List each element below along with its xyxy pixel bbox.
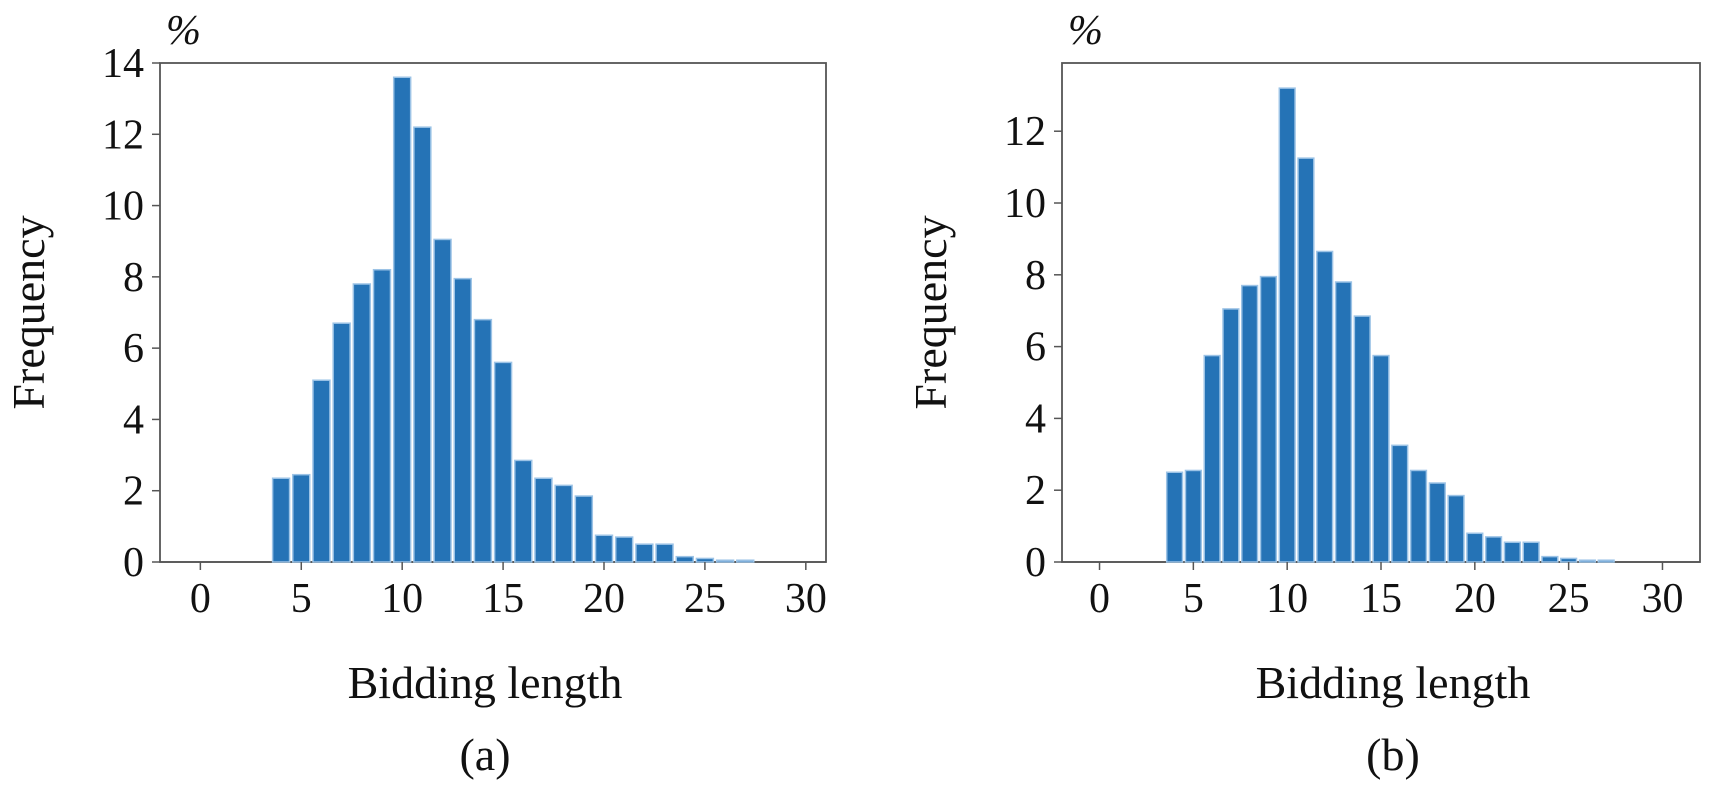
bar	[715, 559, 735, 563]
bar	[271, 477, 291, 563]
y-tick-label: 0	[123, 540, 144, 586]
x-tick-label: 5	[1183, 576, 1204, 622]
bar	[1541, 555, 1559, 563]
x-tick-label: 10	[381, 576, 423, 622]
bar	[736, 559, 755, 563]
subfigure-caption: (a)	[459, 729, 510, 780]
bar	[1372, 354, 1390, 563]
x-tick-label: 25	[684, 576, 726, 622]
bar	[1522, 541, 1540, 563]
x-tick-label: 20	[1454, 576, 1496, 622]
bar	[1297, 157, 1315, 563]
plot-frame	[159, 62, 827, 563]
bar	[392, 76, 412, 563]
bar	[312, 379, 331, 563]
y-axis-label: Frequency	[905, 215, 956, 409]
bar	[1241, 284, 1259, 563]
bar	[1334, 281, 1353, 563]
bar	[1222, 308, 1240, 563]
y-tick-label: 14	[102, 41, 144, 87]
y-tick-label: 8	[123, 255, 144, 301]
y-tick-label: 0	[1025, 540, 1046, 586]
bar	[1560, 557, 1578, 563]
bar	[1466, 532, 1484, 563]
bar	[1428, 482, 1446, 563]
bar	[433, 238, 452, 563]
chart-b: 0 2 4 6 8 10 12 0 5 10 15 20 25 30% Frequency Bidding l…	[905, 8, 1701, 780]
bar	[1447, 494, 1465, 563]
bar	[614, 536, 634, 563]
bar	[655, 543, 674, 563]
x-tick-label: 0	[190, 576, 211, 622]
bar	[675, 555, 694, 563]
bar	[292, 473, 311, 563]
bar	[1165, 471, 1184, 563]
bar	[352, 283, 372, 563]
x-tick-label: 0	[1089, 576, 1110, 622]
x-tick-label: 10	[1266, 576, 1308, 622]
bar	[635, 543, 654, 563]
bar	[473, 318, 493, 563]
y-tick-label: 4	[123, 397, 144, 443]
bar	[1391, 444, 1409, 563]
x-tick-label: 30	[1641, 576, 1683, 622]
x-tick-label: 25	[1548, 576, 1590, 622]
bar	[695, 557, 715, 563]
bar	[554, 484, 573, 563]
bar	[332, 322, 351, 563]
bar	[1184, 469, 1202, 563]
bar	[372, 268, 392, 563]
bar	[1259, 275, 1278, 563]
bar	[1278, 87, 1296, 563]
chart-a: 0 2 4 6 8 10 12 14 0 5 10 15 20 25 30% Frequency Bidding…	[3, 8, 827, 780]
x-tick-label: 15	[1360, 576, 1402, 622]
y-tick-label: 2	[1025, 468, 1046, 514]
bar	[594, 534, 614, 563]
x-axis-label: Bidding length	[1256, 657, 1531, 708]
bar	[1409, 469, 1428, 563]
x-tick-label: 20	[583, 576, 625, 622]
bar	[1203, 354, 1221, 563]
x-tick-label: 5	[291, 576, 312, 622]
x-tick-label: 15	[482, 576, 524, 622]
bar	[1353, 315, 1371, 563]
bar	[453, 277, 472, 563]
x-tick-label: 30	[785, 576, 827, 622]
bar	[1503, 541, 1521, 563]
bar	[574, 495, 594, 563]
bar	[514, 459, 533, 563]
y-tick-label: 6	[1025, 325, 1046, 371]
subfigure-caption: (b)	[1366, 729, 1420, 780]
bar	[1484, 536, 1503, 563]
bar	[1316, 250, 1334, 563]
x-axis-label: Bidding length	[348, 657, 623, 708]
unit-label: %	[166, 8, 201, 54]
y-tick-label: 12	[102, 112, 144, 158]
bar	[1597, 559, 1615, 563]
y-tick-label: 8	[1025, 253, 1046, 299]
y-tick-label: 10	[102, 184, 144, 230]
y-tick-label: 10	[1004, 181, 1046, 227]
y-tick-label: 6	[123, 326, 144, 372]
bar	[534, 477, 553, 563]
bar	[413, 126, 432, 563]
unit-label: %	[1068, 8, 1103, 54]
bar	[1578, 559, 1597, 563]
y-axis-label: Frequency	[3, 215, 54, 409]
y-tick-label: 12	[1004, 109, 1046, 155]
y-tick-label: 2	[123, 469, 144, 515]
bar	[493, 361, 513, 563]
y-tick-label: 4	[1025, 396, 1046, 442]
